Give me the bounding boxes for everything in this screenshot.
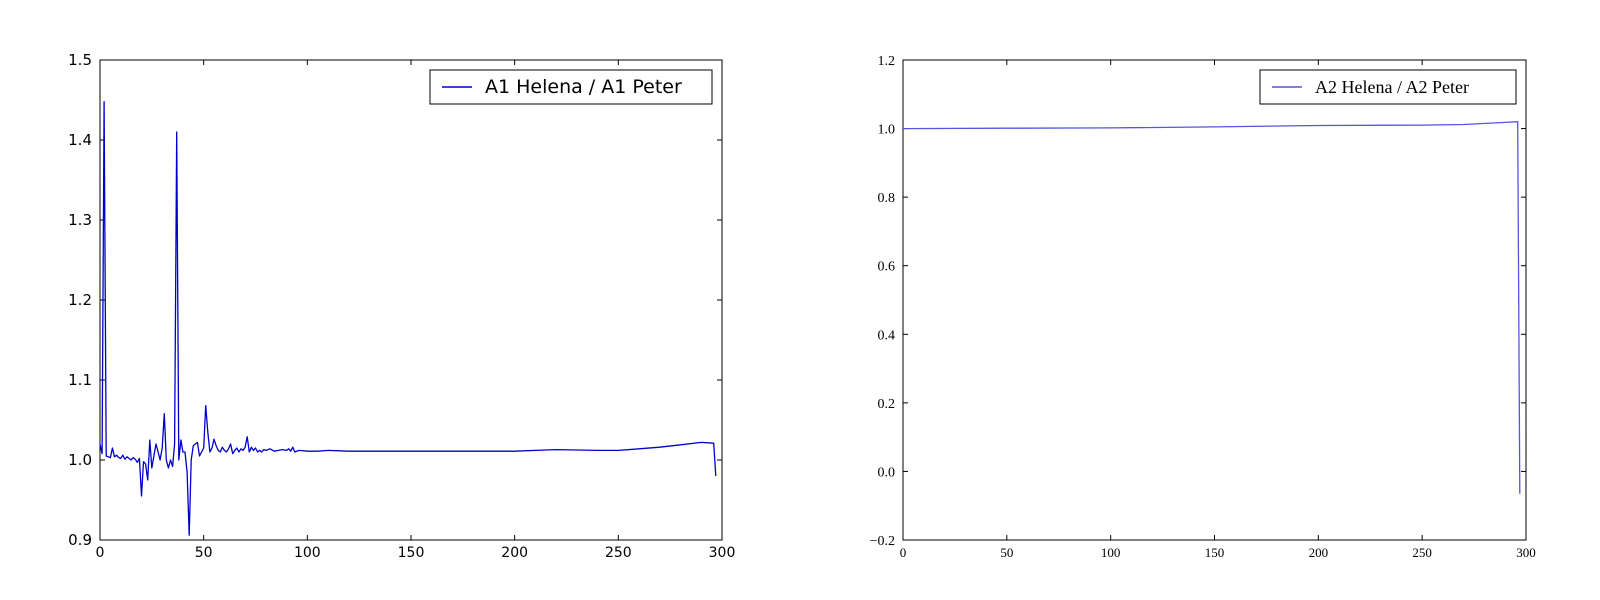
y-tick-label: 1.0 (878, 123, 896, 138)
x-tick-label: 100 (1101, 545, 1121, 560)
chart-panel-a2: 0 50 100 150 200 250 300 −0.2 0.0 0.2 0.4 0.6 0.8 1.0… (870, 54, 1536, 560)
x-tick-label: 250 (605, 545, 632, 561)
y-tick-label: 1.0 (68, 451, 92, 469)
series-line (902, 121, 1521, 494)
y-tick-label: 0.0 (878, 465, 896, 480)
legend-box (429, 69, 713, 105)
legend-box (1259, 69, 1517, 105)
x-tick-label: 250 (1412, 545, 1432, 560)
legend-label: A2 Helena / A2 Peter (1315, 77, 1469, 97)
series-line (99, 100, 717, 536)
y-tick-label: 1.2 (878, 54, 896, 69)
y-tick-label: −0.2 (870, 534, 895, 549)
x-tick-label: 150 (1205, 545, 1225, 560)
legend-label: A1 Helena / A1 Peter (485, 76, 682, 98)
x-tick-label: 200 (501, 545, 528, 561)
y-tick-label: 1.1 (68, 371, 92, 389)
x-tick-label: 0 (900, 545, 907, 560)
x-tick-label: 300 (1516, 545, 1536, 560)
x-tick-label: 50 (1000, 545, 1013, 560)
y-tick-label: 0.8 (878, 191, 896, 206)
chart-panel-a1: 0 50 100 150 200 250 300 0.9 1.0 1.1 1.2 1.3 1.4 1.5 A… (68, 51, 735, 561)
y-tick-label: 1.4 (68, 131, 92, 149)
y-tick-label: 1.3 (68, 211, 92, 229)
x-tick-label: 150 (398, 545, 425, 561)
x-tick-label: 50 (195, 545, 213, 561)
x-tick-label: 100 (294, 545, 321, 561)
y-tick-label: 0.9 (68, 531, 92, 549)
y-tick-label: 0.4 (878, 328, 896, 343)
y-tick-label: 0.2 (878, 397, 896, 412)
x-tick-label: 0 (96, 545, 105, 561)
plot-frame (902, 59, 1527, 541)
x-tick-label: 200 (1309, 545, 1329, 560)
plot-frame (99, 59, 723, 541)
y-tick-label: 1.5 (68, 51, 92, 69)
y-tick-label: 0.6 (878, 260, 896, 275)
y-tick-label: 1.2 (68, 291, 92, 309)
x-tick-label: 300 (709, 545, 736, 561)
